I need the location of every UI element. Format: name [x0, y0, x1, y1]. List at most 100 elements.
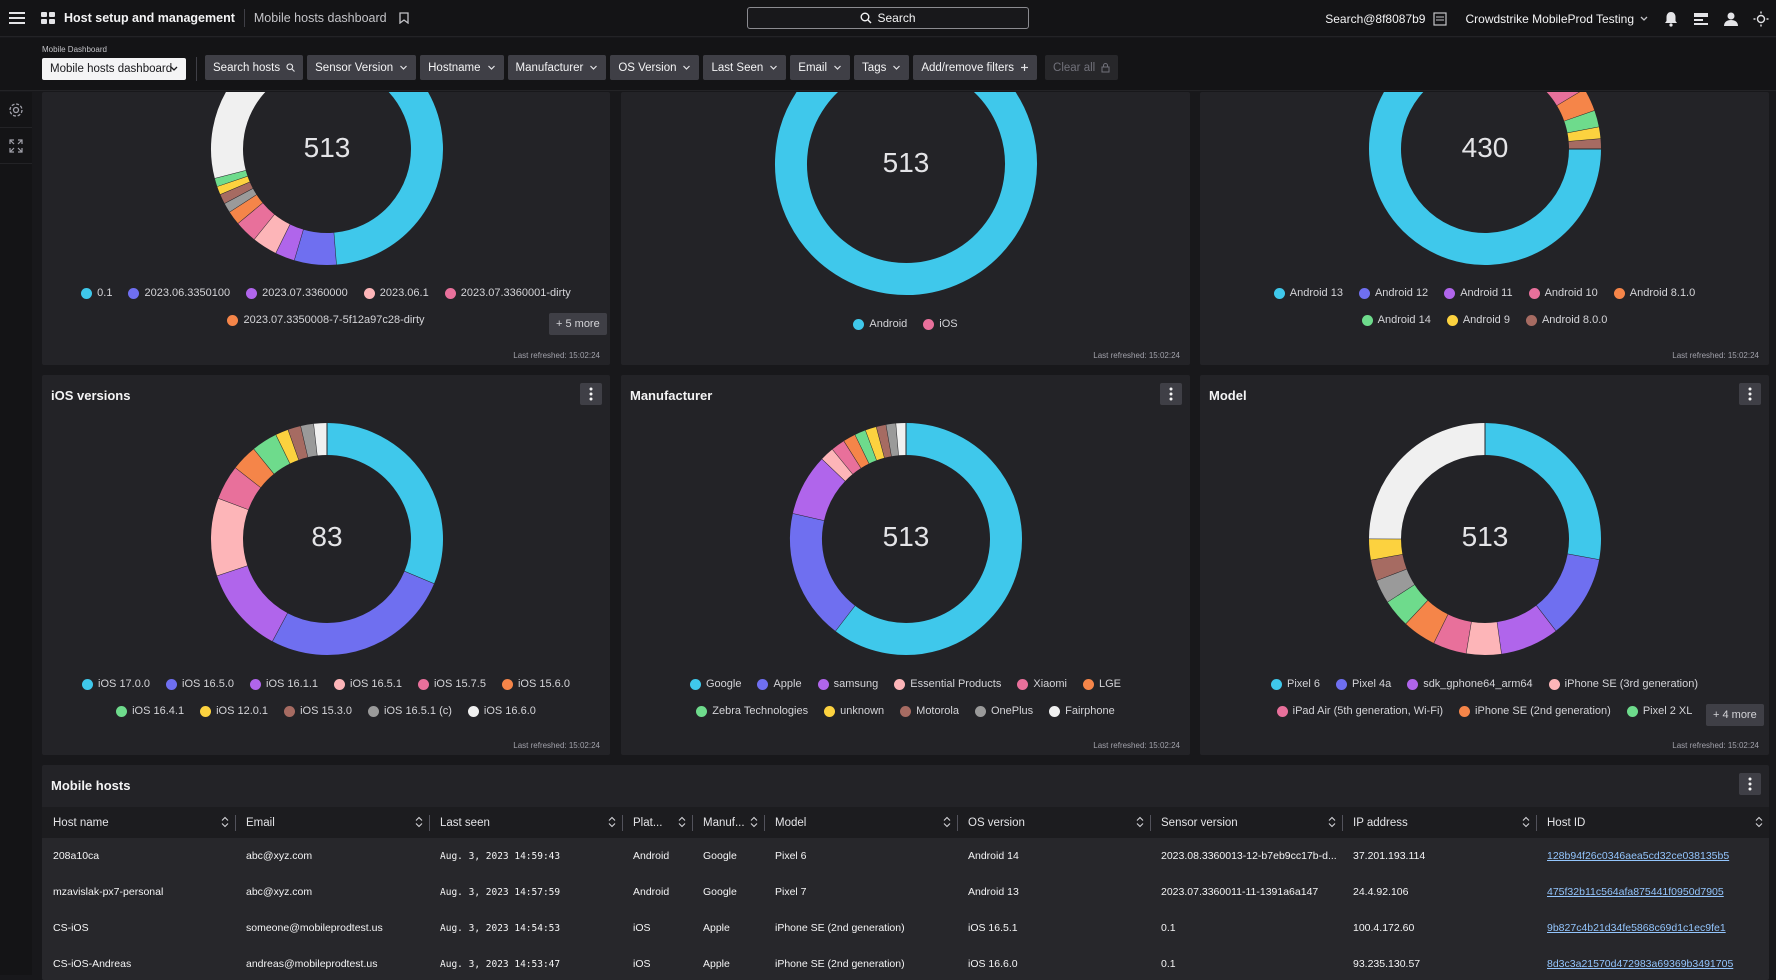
legend-item[interactable]: iOS 16.6.0	[468, 705, 536, 717]
legend-item[interactable]: 2023.07.3360000	[246, 287, 348, 299]
donut-slice-oneplus[interactable]	[889, 439, 897, 440]
donut-slice-xiaomi[interactable]	[843, 455, 853, 462]
legend-item[interactable]: Pixel 2 XL	[1627, 705, 1693, 717]
legend-item[interactable]: 0.1	[81, 287, 112, 299]
column-header-ip-address[interactable]: IP address	[1342, 807, 1536, 838]
donut-slice-ios-16-6-0[interactable]	[316, 439, 327, 440]
donut-slice-other-1[interactable]	[1392, 575, 1401, 593]
legend-item[interactable]: iPhone SE (2nd generation)	[1459, 705, 1611, 717]
legend-item[interactable]: iOS 16.5.1 (c)	[368, 705, 452, 717]
donut-slice-iphone-se-3rd-generation-[interactable]	[1469, 638, 1499, 639]
legend-item[interactable]: iOS 12.0.1	[200, 705, 268, 717]
donut-slice-motorola[interactable]	[881, 440, 889, 442]
donut-slice-android-8-1-0[interactable]	[1571, 98, 1580, 116]
legend-item[interactable]: Zebra Technologies	[696, 705, 808, 717]
legend-item[interactable]: Android	[853, 318, 907, 330]
clear-all-filters-button[interactable]: Clear all	[1045, 55, 1118, 80]
legend-item[interactable]: Fairphone	[1049, 705, 1115, 717]
host-id-link[interactable]: 475f32b11c564afa875441f0950d7905	[1536, 874, 1769, 910]
legend-item[interactable]: Android 14	[1362, 314, 1431, 326]
switch-layout-icon[interactable]	[1690, 8, 1712, 30]
donut-slice-2023-07-3360001-dirty[interactable]	[250, 213, 264, 227]
donut-slice-pixel-2-xl[interactable]	[1401, 593, 1417, 612]
host-id-link[interactable]: 9b827c4b21d34fe5868c69d1c1ec9fe1	[1536, 910, 1769, 946]
tenant-selector[interactable]: Crowdstrike MobileProd Testing	[1465, 12, 1648, 26]
donut-slice-ios-15-3-0[interactable]	[294, 442, 305, 445]
legend-item[interactable]: Xiaomi	[1017, 678, 1067, 690]
legend-item[interactable]: iOS 16.5.0	[166, 678, 234, 690]
donut-slice-android-10[interactable]	[1552, 92, 1570, 97]
donut-slice-ipad-air-5th-generation-wi-fi-[interactable]	[1441, 629, 1469, 638]
legend-item[interactable]: iPad Air (5th generation, Wi-Fi)	[1277, 705, 1443, 717]
filter-hostname[interactable]: Hostname	[420, 55, 503, 80]
legend-item[interactable]: Android 10	[1529, 287, 1598, 299]
legend-item[interactable]: OnePlus	[975, 705, 1033, 717]
column-header-host-name[interactable]: Host name	[42, 807, 235, 838]
donut-slice-samsung[interactable]	[808, 470, 833, 517]
donut-slice-android[interactable]	[791, 92, 1021, 279]
dashboard-select[interactable]: Mobile hosts dashboard	[42, 58, 186, 80]
legend-item[interactable]: Android 11	[1444, 287, 1512, 299]
filter-manufacturer[interactable]: Manufacturer	[508, 55, 607, 80]
id-card-icon[interactable]	[1429, 8, 1451, 30]
donut-slice-other-1[interactable]	[239, 196, 243, 203]
donut-slice-zebra-technologies[interactable]	[862, 445, 871, 449]
legend-item[interactable]: iOS 15.3.0	[284, 705, 352, 717]
legend-item[interactable]: 2023.06.3350100	[128, 287, 230, 299]
donut-slice-ios-15-7-5[interactable]	[233, 478, 248, 504]
widget-options-kebab-icon[interactable]	[1160, 383, 1182, 405]
legend-item[interactable]: 2023.07.3350008-7-5f12a97c28-dirty	[227, 314, 424, 326]
legend-more-button[interactable]: + 5 more	[549, 313, 607, 335]
legend-item[interactable]: iPhone SE (3rd generation)	[1549, 678, 1698, 690]
legend-item[interactable]: iOS 16.1.1	[250, 678, 318, 690]
donut-slice-pixel-4a[interactable]	[1546, 557, 1583, 618]
donut-slice-2023-07-3360000[interactable]	[283, 239, 299, 245]
donut-slice-ios-15-6-0[interactable]	[248, 461, 264, 477]
donut-slice-android-9[interactable]	[1583, 130, 1584, 140]
legend-item[interactable]: 2023.06.1	[364, 287, 429, 299]
column-header-host-id[interactable]: Host ID	[1536, 807, 1769, 838]
legend-item[interactable]: Motorola	[900, 705, 959, 717]
hamburger-menu-icon[interactable]	[4, 5, 30, 31]
legend-item[interactable]: Pixel 4a	[1336, 678, 1391, 690]
donut-slice-ios-17-0-0[interactable]	[327, 439, 427, 578]
donut-slice-other-2[interactable]	[235, 188, 239, 196]
donut-slice-ios-12-0-1[interactable]	[283, 445, 293, 449]
donut-slice-other-4[interactable]	[230, 174, 232, 181]
legend-item[interactable]: LGE	[1083, 678, 1121, 690]
filter-email[interactable]: Email	[790, 55, 850, 80]
donut-slice-ios-16-5-1[interactable]	[227, 504, 233, 571]
column-header-plat[interactable]: Plat...	[622, 807, 692, 838]
legend-item[interactable]: iOS	[923, 318, 957, 330]
donut-slice-0-1[interactable]	[327, 92, 427, 249]
legend-item[interactable]: iOS 15.7.5	[418, 678, 486, 690]
legend-item[interactable]: iOS 15.6.0	[502, 678, 570, 690]
legend-item[interactable]: Google	[690, 678, 741, 690]
fullscreen-expand-icon[interactable]	[0, 128, 32, 164]
widget-options-kebab-icon[interactable]	[580, 383, 602, 405]
column-header-model[interactable]: Model	[764, 807, 957, 838]
filter-tags[interactable]: Tags	[854, 55, 909, 80]
donut-slice-iphone-se-2nd-generation-[interactable]	[1417, 612, 1441, 629]
donut-slice-2023-06-3350100[interactable]	[299, 245, 335, 249]
donut-slice-lge[interactable]	[853, 449, 863, 454]
legend-item[interactable]: Android 12	[1359, 287, 1428, 299]
legend-item[interactable]: unknown	[824, 705, 884, 717]
legend-item[interactable]: 2023.07.3360001-dirty	[445, 287, 571, 299]
notifications-bell-icon[interactable]	[1660, 8, 1682, 30]
column-header-email[interactable]: Email	[235, 807, 429, 838]
app-title[interactable]: Host setup and management	[64, 11, 235, 25]
column-header-manuf[interactable]: Manuf...	[692, 807, 764, 838]
donut-slice-essential-products[interactable]	[834, 462, 843, 470]
donut-slice-ios-16-1-1[interactable]	[232, 571, 280, 627]
filter-os-version[interactable]: OS Version	[610, 55, 699, 80]
legend-item[interactable]: Android 8.1.0	[1614, 287, 1695, 299]
column-header-last-seen[interactable]: Last seen	[429, 807, 622, 838]
host-id-link[interactable]: 128b94f26c0346aea5cd32ce038135b5	[1536, 838, 1769, 874]
widget-options-kebab-icon[interactable]	[1739, 383, 1761, 405]
legend-item[interactable]: Android 8.0.0	[1526, 314, 1607, 326]
bookmark-icon[interactable]	[397, 11, 411, 25]
donut-slice-ios-16-5-0[interactable]	[280, 578, 419, 639]
